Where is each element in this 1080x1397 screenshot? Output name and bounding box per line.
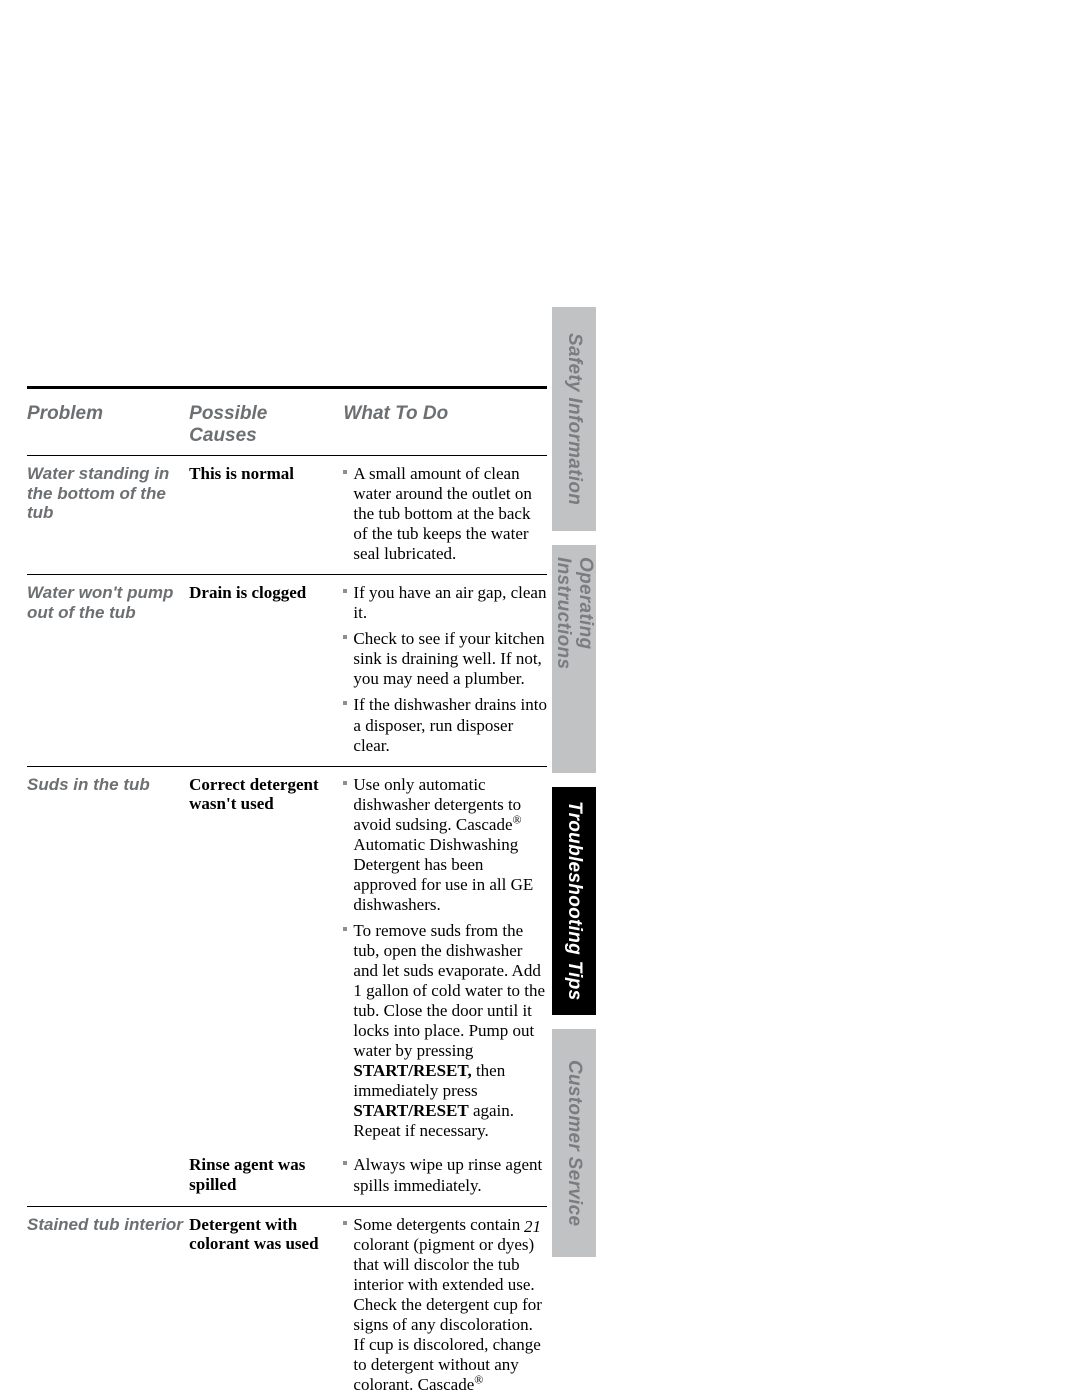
bullet-icon bbox=[343, 1221, 347, 1225]
problem-label: Water standing in the bottom of the tub bbox=[27, 464, 183, 523]
todo-item: Use only automatic dishwasher detergents… bbox=[343, 775, 547, 915]
todo-item: Some detergents contain colorant (pigmen… bbox=[343, 1215, 547, 1397]
bullet-icon bbox=[343, 1161, 347, 1165]
todo-item: To remove suds from the tub, open the di… bbox=[343, 921, 547, 1142]
cause-label: Drain is clogged bbox=[189, 583, 337, 603]
troubleshooting-table: Problem Possible Causes What To Do Water… bbox=[27, 386, 547, 1397]
header-possible-causes: Possible Causes bbox=[189, 403, 343, 447]
cause-label: This is normal bbox=[189, 464, 337, 484]
bullet-icon bbox=[343, 635, 347, 639]
table-row: Suds in the tub Correct detergent wasn't … bbox=[27, 767, 547, 1152]
bullet-icon bbox=[343, 470, 347, 474]
todo-item: Check to see if your kitchen sink is dra… bbox=[343, 629, 547, 689]
tab-customer-service: Customer Service bbox=[552, 1029, 596, 1257]
todo-item: Always wipe up rinse agent spills immedi… bbox=[343, 1155, 547, 1195]
todo-item: If you have an air gap, clean it. bbox=[343, 583, 547, 623]
cause-label: Correct detergent wasn't used bbox=[189, 775, 337, 814]
todo-item: A small amount of clean water around the… bbox=[343, 464, 547, 564]
tab-troubleshooting-tips: Troubleshooting Tips bbox=[552, 787, 596, 1015]
bullet-icon bbox=[343, 589, 347, 593]
table-row: Stained tub interior Detergent with color… bbox=[27, 1207, 547, 1397]
tab-operating-instructions: Operating Instructions bbox=[552, 545, 596, 773]
todo-item: If the dishwasher drains into a disposer… bbox=[343, 695, 547, 755]
cause-label: Detergent with colorant was used bbox=[189, 1215, 337, 1254]
table-row: Water standing in the bottom of the tub T… bbox=[27, 456, 547, 574]
bullet-icon bbox=[343, 927, 347, 931]
header-what-to-do: What To Do bbox=[343, 403, 547, 447]
bullet-icon bbox=[343, 781, 347, 785]
page-number: 21 bbox=[524, 1217, 541, 1237]
section-tabs: Safety Information Operating Instruction… bbox=[552, 307, 596, 1257]
table-header-row: Problem Possible Causes What To Do bbox=[27, 391, 547, 455]
header-problem: Problem bbox=[27, 403, 189, 447]
table-row: Rinse agent was spilledAlways wipe up ri… bbox=[27, 1151, 547, 1205]
problem-label: Water won't pump out of the tub bbox=[27, 583, 183, 622]
problem-label: Stained tub interior bbox=[27, 1215, 183, 1235]
tab-safety-information: Safety Information bbox=[552, 307, 596, 531]
cause-label: Rinse agent was spilled bbox=[189, 1155, 337, 1194]
problem-label: Suds in the tub bbox=[27, 775, 183, 795]
table-row: Water won't pump out of the tub Drain is … bbox=[27, 575, 547, 765]
bullet-icon bbox=[343, 701, 347, 705]
